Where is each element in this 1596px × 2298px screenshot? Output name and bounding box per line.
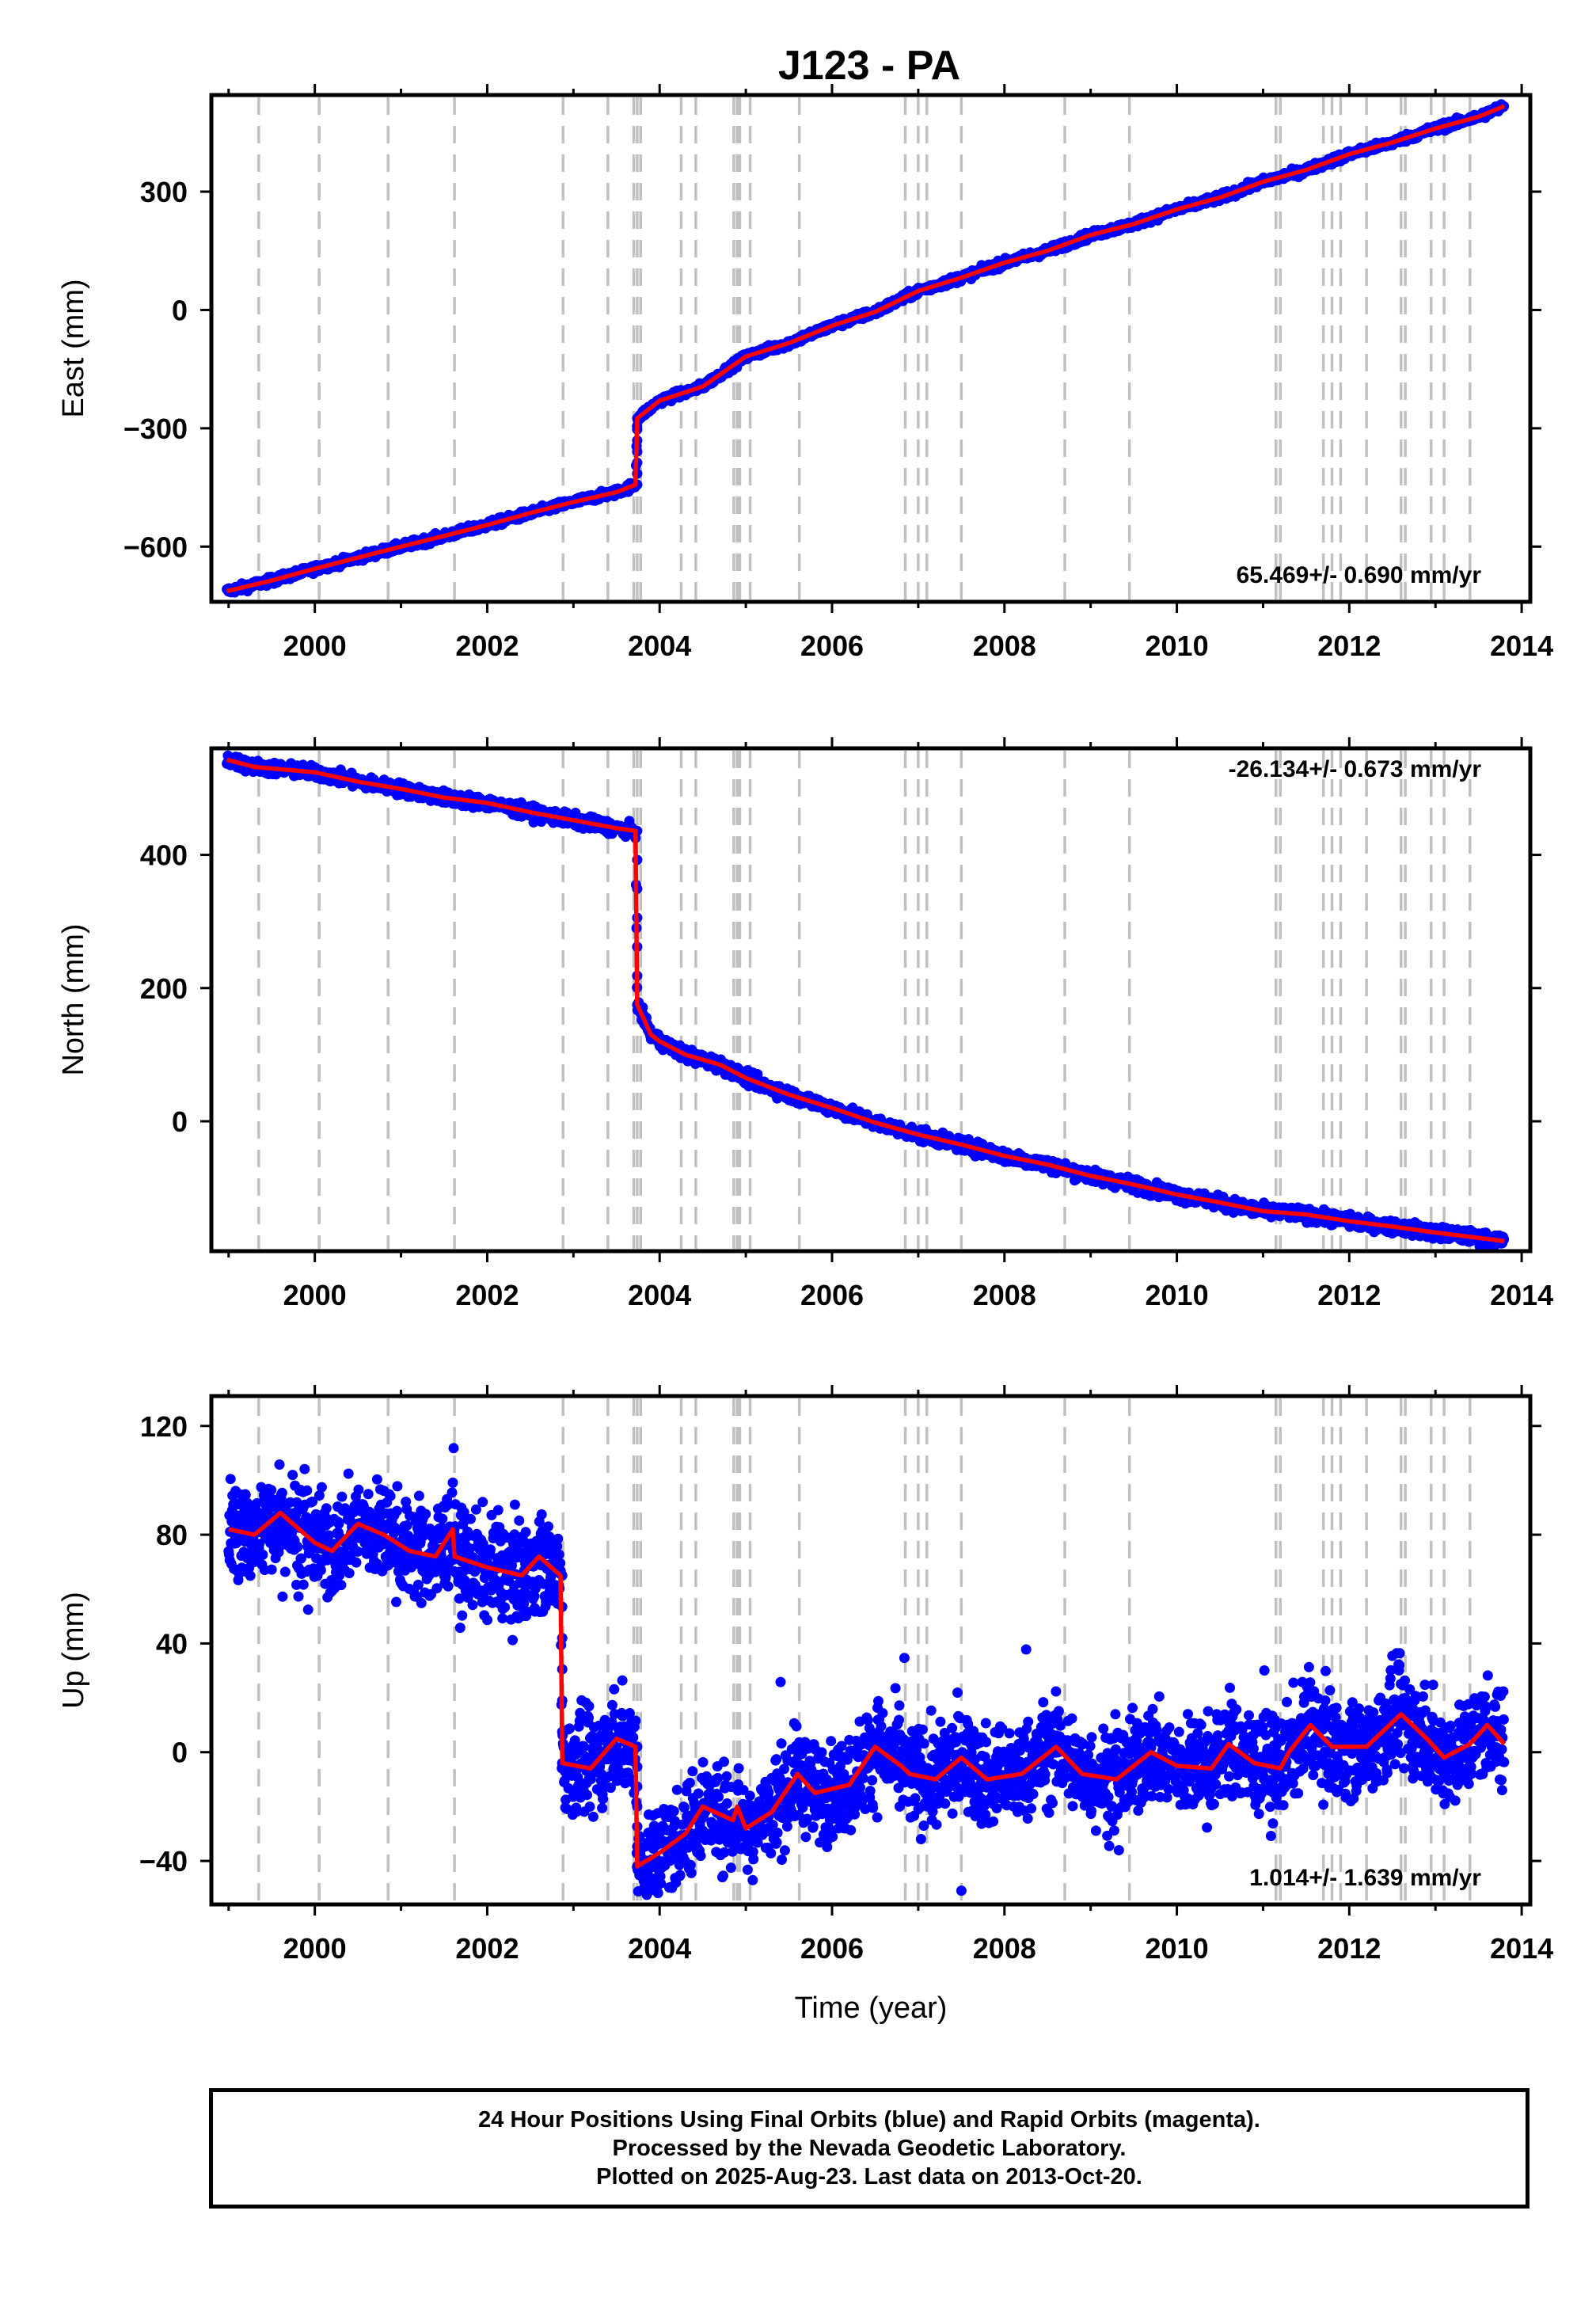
y-tick-label: −300	[124, 413, 188, 445]
y-tick-label: −600	[124, 531, 188, 563]
y-tick-label: 0	[172, 294, 188, 326]
x-tick-label: 2006	[800, 630, 864, 662]
rate-label: 65.469+/- 0.690 mm/yr	[1237, 562, 1482, 588]
position-points	[222, 99, 1510, 598]
panel-east: −600 −300 0 300 2000 2002 2004 2006 2008 2010 2012…	[57, 84, 1553, 662]
y-axis-title: East (mm)	[57, 279, 90, 417]
x-tick-label: 2000	[283, 630, 347, 662]
model-line	[226, 104, 1506, 594]
x-tick-label: 2008	[973, 630, 1036, 662]
x-tick-label: 2004	[628, 630, 691, 662]
x-tick-label: 2010	[1146, 630, 1209, 662]
x-tick-label: 2012	[1317, 630, 1381, 662]
position-points	[222, 750, 1510, 1252]
x-tick-label: 2002	[455, 630, 519, 662]
chart-title: J123 - PA	[778, 43, 960, 89]
y-tick-label: 300	[140, 176, 188, 208]
x-tick-label: 2014	[1490, 630, 1553, 662]
